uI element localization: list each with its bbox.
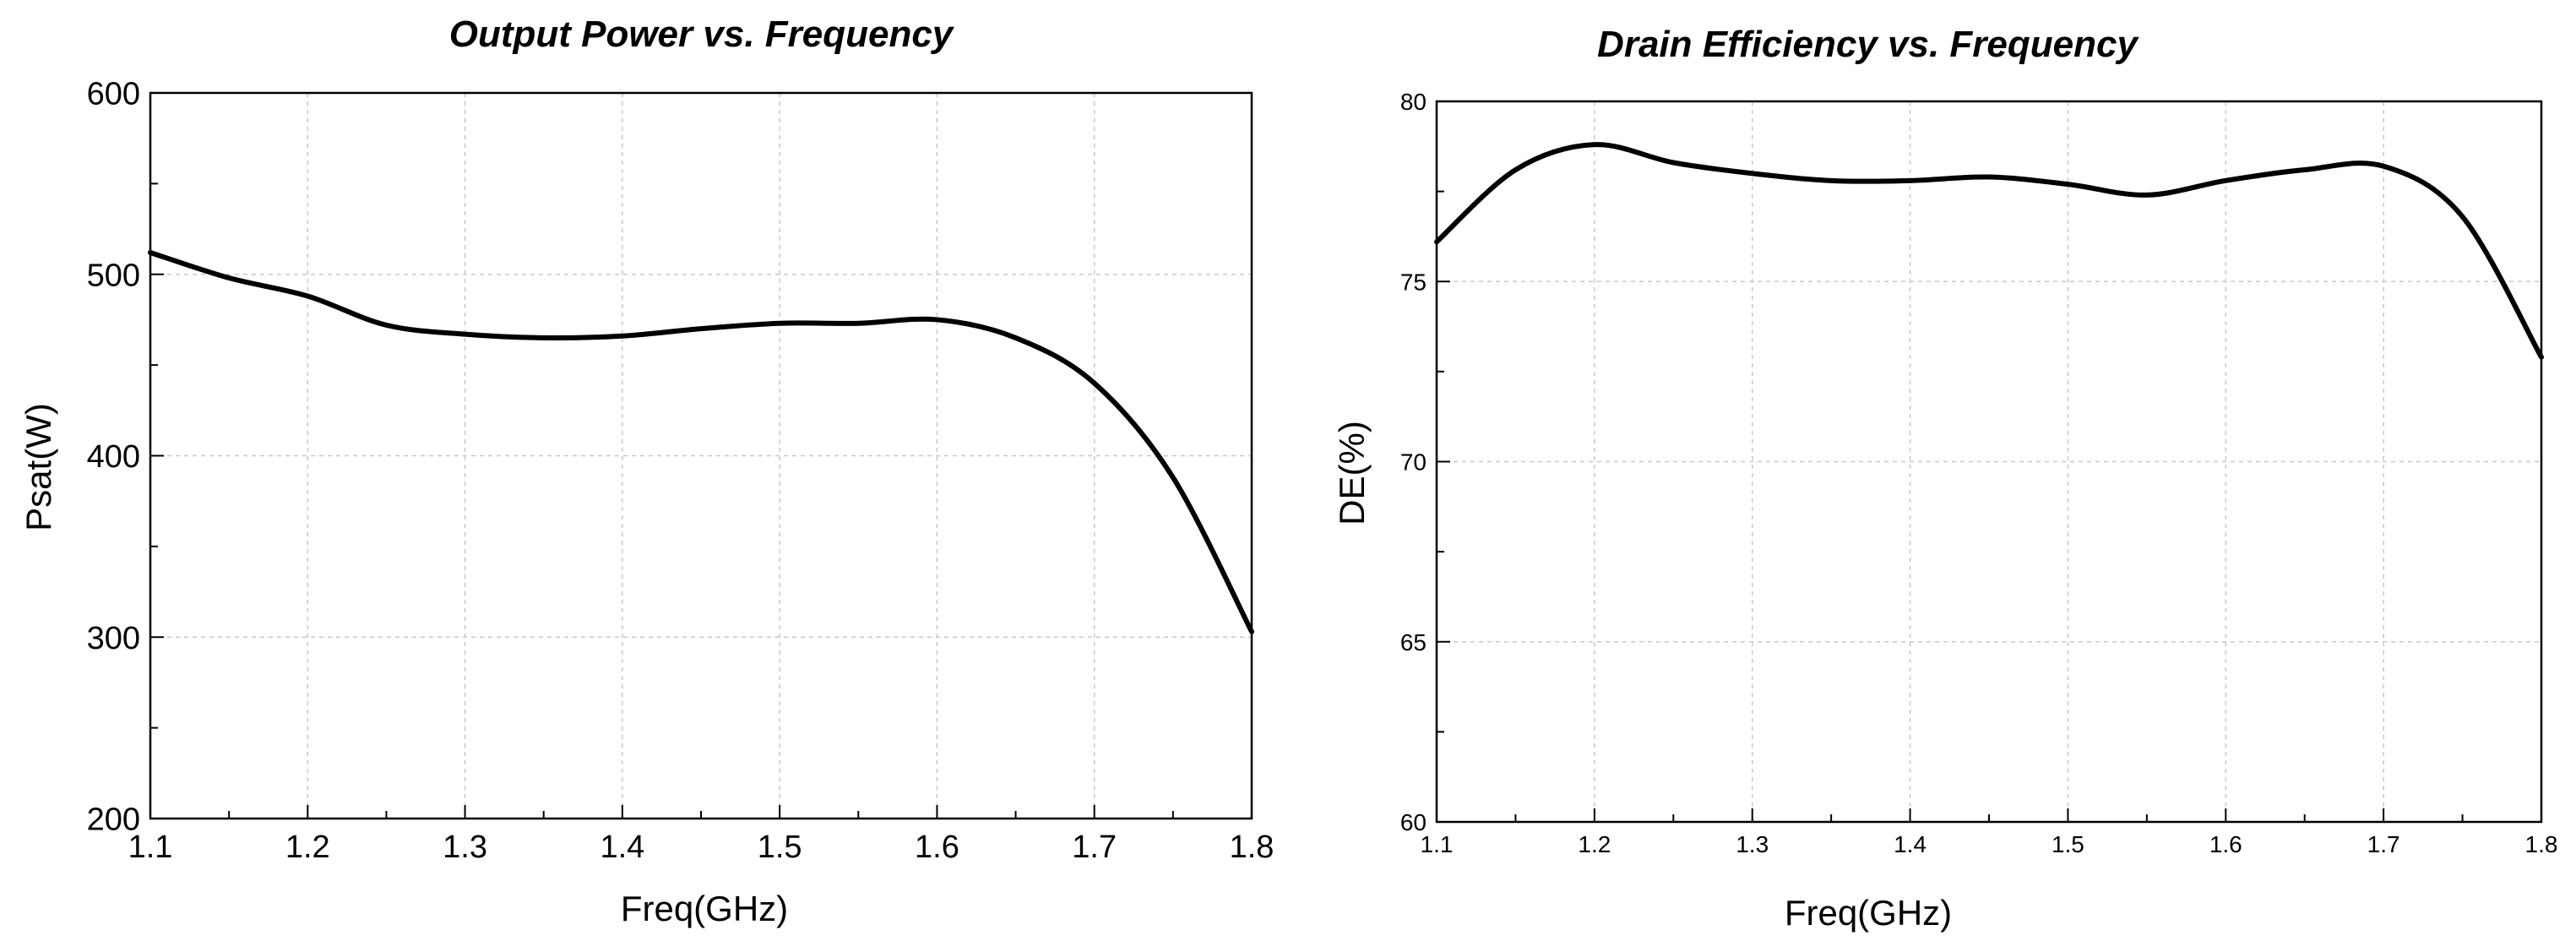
tick-label-x: 1.3 — [1736, 831, 1769, 857]
tick-label-x: 1.6 — [2209, 831, 2242, 857]
tick-label-y: 600 — [87, 77, 140, 112]
tick-label-y: 300 — [87, 621, 140, 656]
tick-label-y: 400 — [87, 439, 140, 475]
plot-frame — [1435, 100, 2543, 824]
y-axis-label: DE(%) — [1332, 421, 1372, 525]
plot-frame — [149, 91, 1253, 820]
drain-efficiency-chart-svg: Drain Efficiency vs. Frequency Freq(GHz)… — [1332, 24, 2558, 933]
tick-label-x: 1.4 — [1894, 831, 1927, 857]
output-power-chart: Output Power vs. Frequency Freq(GHz) Psa… — [19, 14, 1274, 928]
tick-label-x: 1.5 — [758, 830, 802, 865]
tick-label-x: 1.7 — [1072, 830, 1117, 865]
tick-label-x: 1.7 — [2367, 831, 2400, 857]
tick-label-x: 1.3 — [443, 830, 487, 865]
tick-label-y: 500 — [87, 258, 140, 293]
tick-label-x: 1.2 — [285, 830, 330, 865]
tick-label-x: 1.8 — [2525, 831, 2558, 857]
drain-efficiency-chart: Drain Efficiency vs. Frequency Freq(GHz)… — [1288, 0, 2576, 952]
tick-label-y: 200 — [87, 802, 140, 838]
tick-label-y: 70 — [1400, 449, 1427, 476]
tick-label-y: 60 — [1400, 809, 1427, 835]
series-line-psat — [148, 249, 1254, 634]
tick-label-y: 75 — [1400, 269, 1427, 295]
tick-label-x: 1.8 — [1230, 830, 1274, 865]
x-axis-label: Freq(GHz) — [621, 889, 788, 928]
tick-label-y: 80 — [1400, 89, 1427, 115]
series-line-de — [1434, 142, 2544, 360]
chart-title: Drain Efficiency vs. Frequency — [1597, 24, 2139, 65]
tick-label-x: 1.4 — [600, 830, 644, 865]
tick-label-x: 1.1 — [128, 830, 173, 865]
output-power-chart-svg: Output Power vs. Frequency Freq(GHz) Psa… — [19, 14, 1274, 928]
tick-label-x: 1.2 — [1578, 831, 1611, 857]
tick-label-x: 1.1 — [1421, 831, 1454, 857]
x-axis-label: Freq(GHz) — [1785, 893, 1952, 933]
y-axis-label: Psat(W) — [19, 403, 58, 531]
chart-title: Output Power vs. Frequency — [449, 14, 955, 55]
tick-label-x: 1.6 — [915, 830, 959, 865]
tick-label-y: 65 — [1400, 629, 1427, 656]
tick-label-x: 1.5 — [2052, 831, 2084, 857]
